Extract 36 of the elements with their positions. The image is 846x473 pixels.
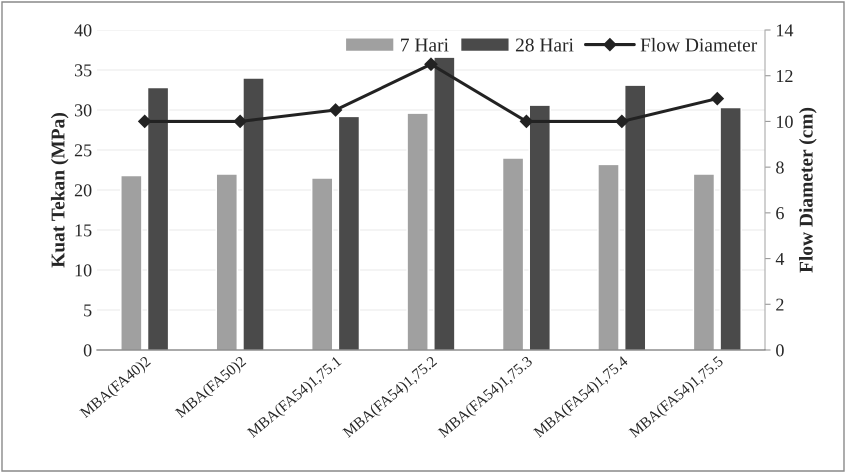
- y-tick-label: 5: [84, 304, 92, 316]
- y2-tick-label: 14: [777, 24, 794, 36]
- y2-tick-label: 2: [776, 298, 784, 311]
- y-tick-label: 0: [84, 344, 92, 356]
- y2-tick-label: 6: [776, 207, 784, 220]
- y-tick-label: 10: [76, 264, 92, 276]
- y-tick-label: 25: [74, 144, 92, 156]
- point: [328, 103, 342, 117]
- point: [615, 114, 628, 128]
- point: [234, 114, 247, 128]
- point: [710, 92, 724, 106]
- y-tick-label: 15: [76, 224, 92, 236]
- y2-tick-label: 8: [776, 161, 784, 174]
- y-tick-label: 35: [74, 64, 92, 76]
- bar: [120, 174, 143, 350]
- legend-label: Flow Diameter: [640, 38, 758, 52]
- y-tick-label: 40: [74, 24, 92, 36]
- bar: [502, 157, 524, 350]
- y2-tick-label: 4: [776, 252, 784, 265]
- legend-label: 7 Hari: [401, 38, 449, 52]
- y2-tick-label: 10: [777, 116, 793, 128]
- y2-tick-label: 0: [776, 344, 784, 356]
- point: [520, 114, 534, 128]
- y-axis-title: Kuat Tekan (MPa): [50, 113, 69, 268]
- point: [138, 114, 152, 128]
- y2-axis-title: Flow Diameter (cm): [799, 108, 817, 273]
- bar: [597, 164, 620, 350]
- point: [424, 58, 438, 71]
- y-tick-label: 20: [74, 184, 92, 196]
- y-tick-label: 30: [74, 104, 92, 116]
- legend-label: 28 Hari: [516, 38, 574, 52]
- bar: [216, 173, 238, 350]
- bar: [406, 112, 429, 350]
- bar: [692, 173, 716, 350]
- bar: [311, 177, 334, 350]
- y2-tick-label: 12: [777, 70, 792, 82]
